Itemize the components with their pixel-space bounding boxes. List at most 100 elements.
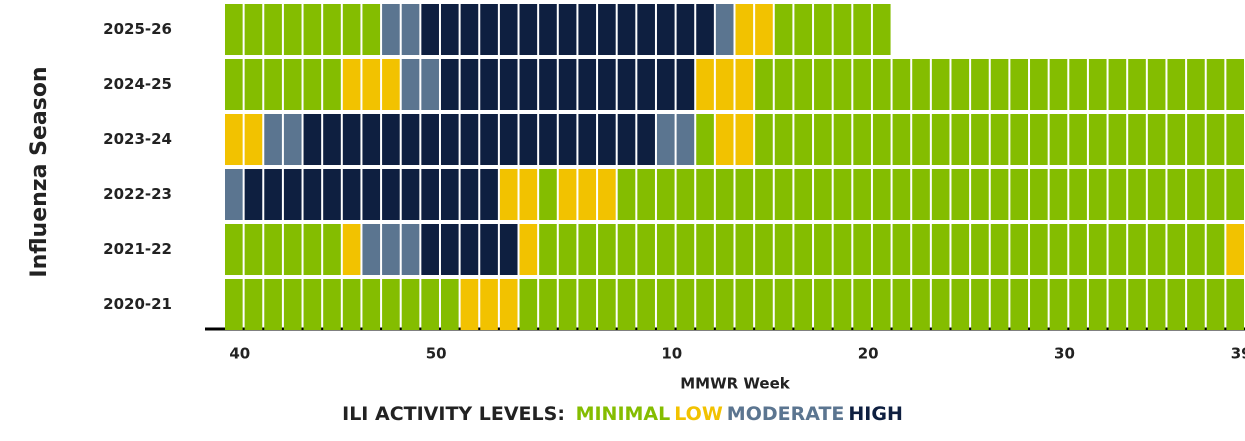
- cell: [499, 169, 518, 220]
- cell: [971, 59, 989, 110]
- cell: [990, 114, 1009, 165]
- cell: [931, 114, 950, 165]
- cell: [362, 279, 381, 330]
- legend-entry: MINIMAL: [575, 403, 671, 425]
- cell: [598, 169, 616, 220]
- cell: [617, 4, 636, 55]
- cell: [892, 224, 911, 275]
- cell: [774, 59, 793, 110]
- cell: [421, 114, 439, 165]
- cell: [382, 224, 400, 275]
- cell: [460, 4, 479, 55]
- cell: [656, 59, 675, 110]
- y-axis-label: Influenza Season: [27, 66, 52, 277]
- cell: [990, 279, 1009, 330]
- cell: [440, 59, 459, 110]
- cell: [303, 59, 322, 110]
- cell: [833, 279, 852, 330]
- cell: [1108, 279, 1127, 330]
- cell: [1187, 114, 1205, 165]
- cell: [1128, 279, 1146, 330]
- cell: [342, 114, 361, 165]
- cell: [931, 279, 950, 330]
- cell: [1030, 224, 1048, 275]
- cell: [499, 114, 518, 165]
- cell: [853, 224, 871, 275]
- cell: [225, 114, 243, 165]
- cell: [1206, 169, 1225, 220]
- cell: [637, 4, 655, 55]
- cell: [853, 114, 871, 165]
- cell: [460, 224, 479, 275]
- cell: [1088, 59, 1107, 110]
- legend-entry: MODERATE: [726, 403, 845, 425]
- cell: [499, 4, 518, 55]
- cell: [1088, 279, 1107, 330]
- cell: [1010, 114, 1029, 165]
- cell: [696, 279, 714, 330]
- cell: [735, 279, 754, 330]
- cell: [1167, 279, 1186, 330]
- cell: [440, 279, 459, 330]
- cell: [735, 114, 754, 165]
- cell: [892, 59, 911, 110]
- cell: [539, 279, 557, 330]
- cell: [225, 279, 243, 330]
- cell: [578, 169, 597, 220]
- cell: [460, 114, 479, 165]
- cell: [519, 4, 538, 55]
- cell: [755, 4, 773, 55]
- cell: [362, 224, 381, 275]
- cell: [833, 59, 852, 110]
- cell: [480, 279, 498, 330]
- row-label: 2020-21: [103, 295, 172, 313]
- cell: [1167, 169, 1186, 220]
- cell: [598, 279, 616, 330]
- cell: [539, 224, 557, 275]
- cell: [814, 169, 832, 220]
- cell: [323, 4, 341, 55]
- cell: [480, 59, 498, 110]
- cell: [460, 279, 479, 330]
- cell: [1167, 114, 1186, 165]
- cell: [1108, 59, 1127, 110]
- cell: [421, 59, 439, 110]
- cell: [323, 279, 341, 330]
- cell: [814, 59, 832, 110]
- cell: [323, 169, 341, 220]
- cell: [539, 59, 557, 110]
- cell: [303, 224, 322, 275]
- cell: [853, 279, 871, 330]
- cell: [342, 279, 361, 330]
- cell: [1226, 114, 1244, 165]
- cell: [676, 4, 695, 55]
- cell: [912, 279, 930, 330]
- cell: [499, 224, 518, 275]
- cell: [1167, 59, 1186, 110]
- cell: [715, 169, 734, 220]
- cell: [1187, 279, 1205, 330]
- cell: [1010, 59, 1029, 110]
- cell: [951, 169, 970, 220]
- cell: [833, 114, 852, 165]
- cell: [971, 169, 989, 220]
- cell: [283, 279, 302, 330]
- cell: [244, 224, 263, 275]
- cell: [1187, 224, 1205, 275]
- cell: [578, 114, 597, 165]
- legend-entry: LOW: [674, 403, 723, 425]
- cell: [558, 59, 577, 110]
- cell: [676, 59, 695, 110]
- cell: [264, 59, 282, 110]
- row-label: 2021-22: [103, 240, 172, 258]
- cell: [814, 4, 832, 55]
- cell: [382, 4, 400, 55]
- cell: [519, 114, 538, 165]
- cell: [892, 169, 911, 220]
- legend: ILI ACTIVITY LEVELS: MINIMAL LOW MODERATE H…: [0, 403, 1245, 425]
- cell: [1226, 59, 1244, 110]
- cell: [1108, 114, 1127, 165]
- cell: [1049, 59, 1068, 110]
- x-tick-label: 50: [426, 345, 447, 363]
